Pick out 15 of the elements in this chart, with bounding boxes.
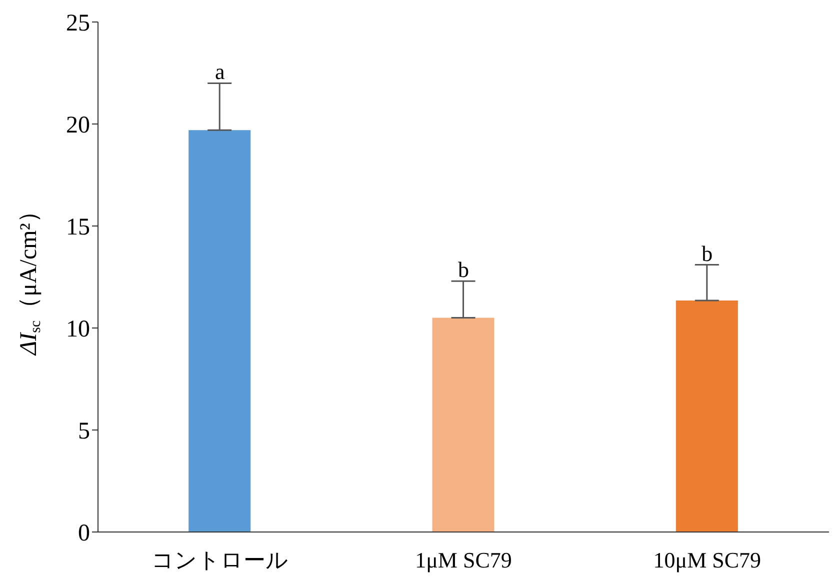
x-tick-label: コントロール (151, 548, 288, 573)
bar (676, 300, 738, 532)
bar (188, 130, 251, 532)
bar (432, 318, 494, 532)
y-tick-label: 20 (66, 112, 90, 139)
y-tick-label: 10 (66, 316, 90, 343)
annotation: b (458, 257, 469, 282)
annotation: a (214, 59, 225, 84)
y-tick-label: 0 (78, 520, 90, 547)
x-tick-label: 10μM SC79 (653, 548, 762, 573)
y-tick-label: 25 (66, 10, 90, 37)
y-tick-label: 15 (66, 214, 90, 241)
x-tick-label: 1μM SC79 (415, 548, 512, 573)
y-tick-label: 5 (78, 418, 90, 445)
annotation: b (702, 240, 713, 266)
